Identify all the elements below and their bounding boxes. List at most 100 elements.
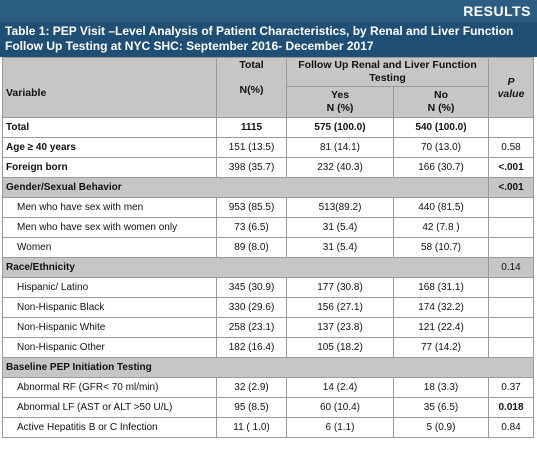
p-value: 0.58	[488, 137, 535, 158]
total-value: 182 (16.4)	[216, 337, 287, 358]
table-row: Active Hepatitis B or C Infection 11 ( 1…	[2, 417, 535, 438]
yes-header-unit: N (%)	[326, 102, 354, 114]
no-value: 77 (14.2)	[392, 337, 490, 358]
yes-value: 31 (5.4)	[286, 237, 394, 258]
followup-header: Follow Up Renal and Liver Function Testi…	[285, 57, 490, 87]
table-row: Foreign born 398 (35.7) 232 (40.3) 166 (…	[2, 157, 535, 178]
yes-header: Yes N (%)	[286, 86, 394, 118]
no-header-label: No	[434, 89, 448, 101]
no-header: No N (%)	[392, 86, 490, 118]
yes-value: 232 (40.3)	[286, 157, 394, 178]
table-row: Abnormal RF (GFR< 70 ml/min) 32 (2.9) 14…	[2, 377, 535, 398]
row-label: Men who have sex with men	[2, 197, 217, 218]
total-header-unit: N(%)	[239, 84, 264, 96]
section-label: Gender/Sexual Behavior	[1, 177, 490, 198]
p-value	[488, 217, 535, 238]
section-header-row: Baseline PEP Initiation Testing	[1, 357, 535, 378]
row-label: Men who have sex with women only	[2, 217, 217, 238]
row-label: Women	[2, 237, 217, 258]
total-value: 330 (29.6)	[216, 297, 287, 318]
p-value-header-label: P	[507, 75, 515, 88]
p-value	[488, 197, 535, 218]
yes-value: 14 (2.4)	[286, 377, 394, 398]
yes-value: 6 (1.1)	[286, 417, 394, 438]
no-header-unit: N (%)	[427, 102, 455, 114]
p-value: 0.84	[488, 417, 535, 438]
yes-value: 31 (5.4)	[286, 217, 394, 238]
no-value: 58 (10.7)	[392, 237, 490, 258]
table-title-line-1: Table 1: PEP Visit –Level Analysis of Pa…	[5, 24, 514, 38]
no-value: 70 (13.0)	[392, 137, 490, 158]
table-row: Women 89 (8.0) 31 (5.4) 58 (10.7)	[2, 237, 535, 258]
yes-value: 156 (27.1)	[286, 297, 394, 318]
yes-value: 513(89.2)	[286, 197, 394, 218]
no-value: 540 (100.0)	[392, 117, 490, 138]
row-label: Hispanic/ Latino	[2, 277, 217, 298]
total-value: 95 (8.5)	[216, 397, 287, 418]
yes-header-label: Yes	[330, 89, 350, 101]
p-value	[488, 277, 535, 298]
p-value-header-unit: value	[497, 87, 525, 100]
total-value: 151 (13.5)	[216, 137, 287, 158]
no-value: 5 (0.9)	[392, 417, 490, 438]
yes-value: 81 (14.1)	[286, 137, 394, 158]
no-value: 18 (3.3)	[392, 377, 490, 398]
header-row-1: Variable Total N(%) Follow Up Renal and …	[2, 57, 535, 118]
p-value: <.001	[488, 177, 535, 198]
p-value	[488, 237, 535, 258]
p-value	[488, 317, 535, 338]
table-title: Table 1: PEP Visit –Level Analysis of Pa…	[0, 22, 537, 57]
total-value: 345 (30.9)	[216, 277, 287, 298]
table-row: Age ≥ 40 years 151 (13.5) 81 (14.1) 70 (…	[2, 137, 535, 158]
row-label: Abnormal RF (GFR< 70 ml/min)	[2, 377, 217, 398]
yes-value: 575 (100.0)	[286, 117, 394, 138]
row-label: Non-Hispanic Black	[2, 297, 217, 318]
total-value: 11 ( 1.0)	[216, 417, 287, 438]
no-value: 35 (6.5)	[392, 397, 490, 418]
row-label: Active Hepatitis B or C Infection	[2, 417, 217, 438]
row-label: Age ≥ 40 years	[2, 137, 217, 158]
total-value: 258 (23.1)	[216, 317, 287, 338]
row-label: Non-Hispanic White	[2, 317, 217, 338]
p-value	[488, 297, 535, 318]
p-value: <.001	[488, 157, 535, 178]
table-row: Abnormal LF (AST or ALT >50 U/L) 95 (8.5…	[2, 397, 535, 418]
total-value: 398 (35.7)	[216, 157, 287, 178]
p-value: 0.018	[488, 397, 535, 418]
results-banner: RESULTS	[0, 0, 537, 22]
table-row: Non-Hispanic White 258 (23.1) 137 (23.8)…	[2, 317, 535, 338]
total-value: 89 (8.0)	[216, 237, 287, 258]
results-label: RESULTS	[463, 3, 531, 19]
row-label: Abnormal LF (AST or ALT >50 U/L)	[2, 397, 217, 418]
patient-characteristics-table: Variable Total N(%) Follow Up Renal and …	[1, 57, 535, 438]
no-value: 42 (7.8 )	[392, 217, 490, 238]
table-row: Non-Hispanic Black 330 (29.6) 156 (27.1)…	[2, 297, 535, 318]
row-label: Total	[2, 117, 217, 138]
no-value: 166 (30.7)	[392, 157, 490, 178]
no-value: 440 (81.5)	[392, 197, 490, 218]
total-value: 953 (85.5)	[216, 197, 287, 218]
section-label: Race/Ethnicity	[1, 257, 490, 278]
p-value	[488, 117, 535, 138]
table-row: Men who have sex with women only 73 (6.5…	[2, 217, 535, 238]
yes-value: 60 (10.4)	[286, 397, 394, 418]
yes-value: 177 (30.8)	[286, 277, 394, 298]
total-value: 1115	[216, 117, 287, 138]
yes-value: 137 (23.8)	[286, 317, 394, 338]
section-header-row: Gender/Sexual Behavior <.001	[1, 177, 535, 198]
yes-value: 105 (18.2)	[286, 337, 394, 358]
section-header-row: Race/Ethnicity 0.14	[1, 257, 535, 278]
no-value: 174 (32.2)	[392, 297, 490, 318]
p-value: 0.14	[488, 257, 535, 278]
variable-header: Variable	[2, 57, 217, 118]
row-label: Non-Hispanic Other	[2, 337, 217, 358]
p-value: 0.37	[488, 377, 535, 398]
no-value: 168 (31.1)	[392, 277, 490, 298]
section-label: Baseline PEP Initiation Testing	[1, 357, 535, 378]
table-row: Hispanic/ Latino 345 (30.9) 177 (30.8) 1…	[2, 277, 535, 298]
no-value: 121 (22.4)	[392, 317, 490, 338]
table-row: Total 1115 575 (100.0) 540 (100.0)	[2, 117, 535, 138]
total-value: 73 (6.5)	[216, 217, 287, 238]
p-value	[488, 337, 535, 358]
row-label: Foreign born	[2, 157, 217, 178]
